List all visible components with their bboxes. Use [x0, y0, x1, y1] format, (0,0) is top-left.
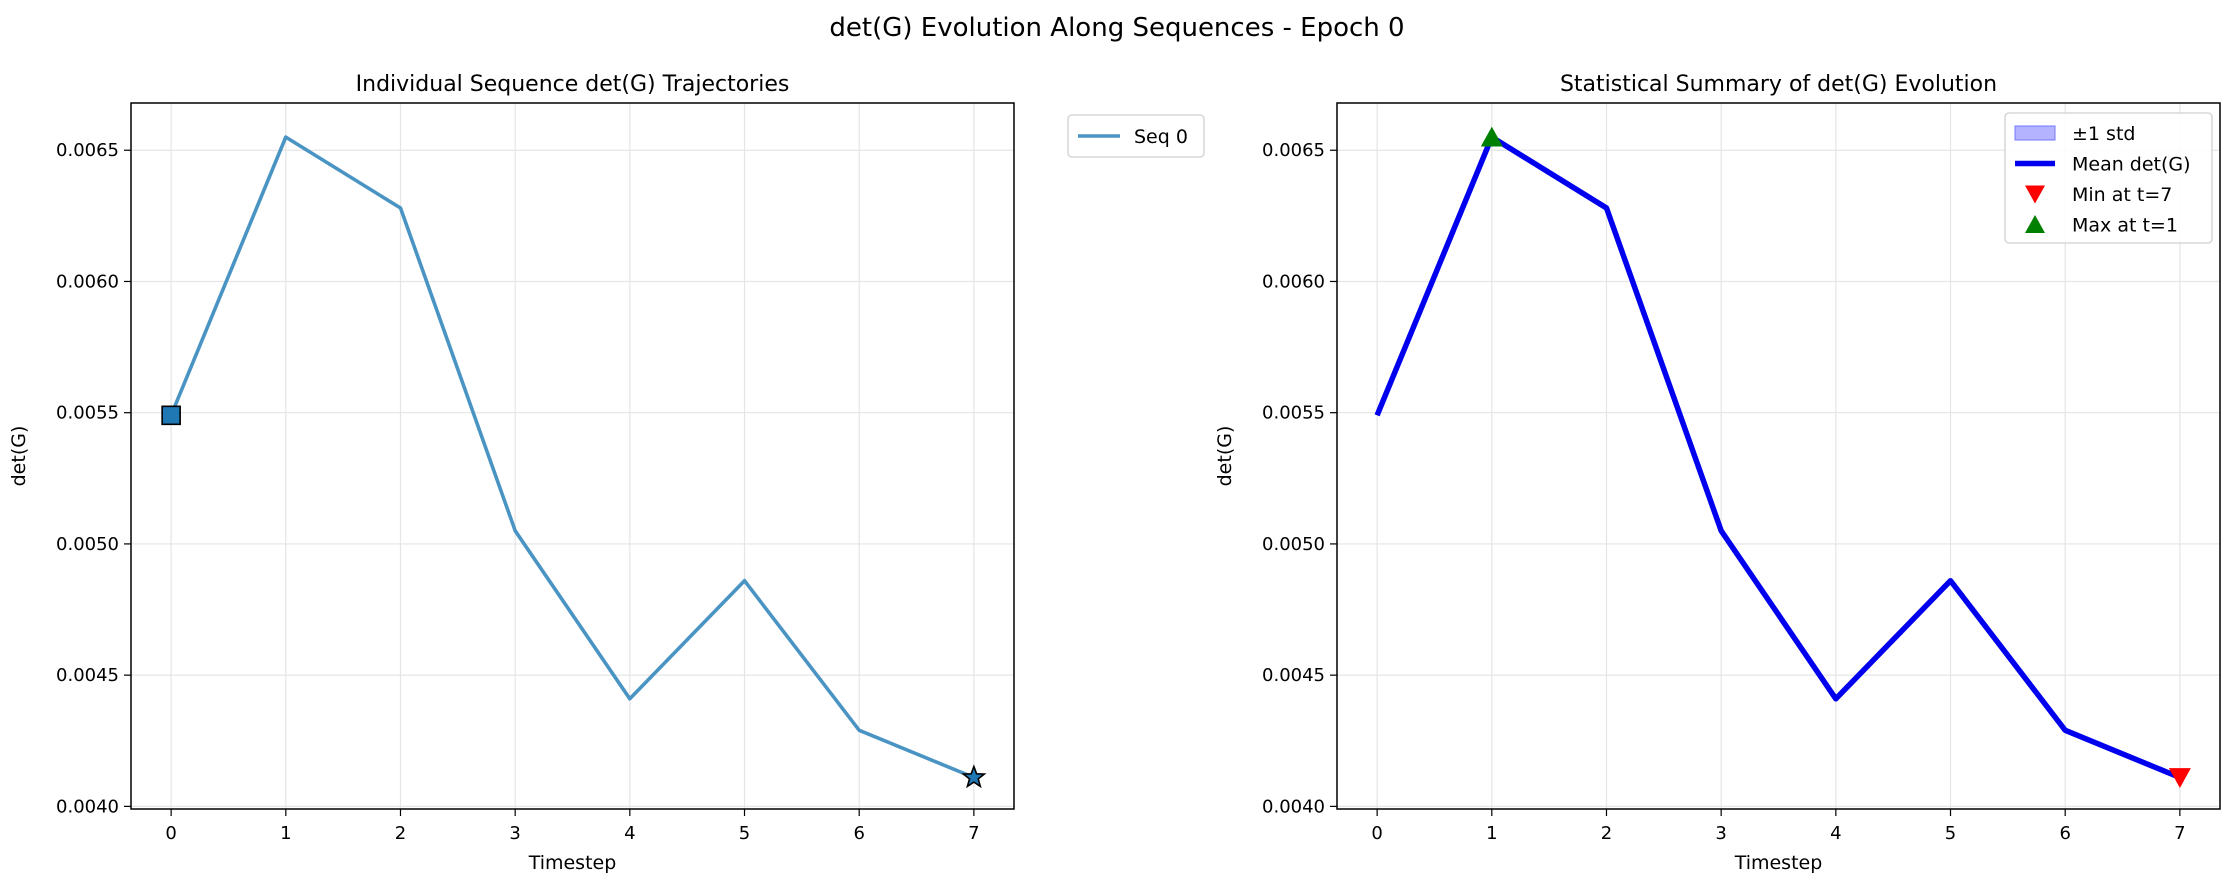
legend-frame	[2004, 112, 2213, 244]
x-tick-label: 0	[1371, 823, 1382, 844]
plot-area	[161, 135, 987, 789]
axes-frame	[130, 102, 1015, 810]
y-tick-label: 0.0060	[1262, 271, 1325, 292]
y-tick-label: 0.0065	[56, 140, 119, 161]
x-tick-label: 7	[968, 823, 979, 844]
series-line-mean	[1374, 134, 2181, 781]
y-ticks: 0.0040 0.0045 0.0050 0.0055 0.0060 0.0065	[1262, 140, 1337, 817]
y-tick-label: 0.0040	[56, 796, 119, 817]
legend-label: ±1 std	[2072, 123, 2135, 145]
y-tick-label: 0.0045	[56, 665, 119, 686]
x-tick-label: 4	[624, 823, 635, 844]
y-tick-label: 0.0040	[1262, 796, 1325, 817]
x-tick-label: 5	[739, 823, 750, 844]
series-line-seq-0	[169, 135, 975, 780]
x-tick-label: 3	[509, 823, 520, 844]
x-tick-label: 6	[853, 823, 864, 844]
legend-swatch-max	[2025, 215, 2045, 233]
legend: ±1 std Mean det(G) Min at t=7 Max at t=1	[2004, 112, 2213, 244]
max-marker	[1480, 126, 1503, 147]
y-ticks: 0.0040 0.0045 0.0050 0.0055 0.0060 0.0065	[56, 140, 131, 817]
y-tick-label: 0.0055	[56, 403, 119, 424]
y-tick-label: 0.0050	[1262, 534, 1325, 555]
y-tick-label: 0.0045	[1262, 665, 1325, 686]
legend-label-seq-0: Seq 0	[1134, 126, 1188, 148]
y-tick-label: 0.0060	[56, 271, 119, 292]
end-marker-star	[961, 764, 987, 789]
y-tick-label: 0.0050	[56, 534, 119, 555]
legend-label: Max at t=1	[2072, 215, 2178, 237]
plot-area	[1374, 126, 2191, 788]
legend: Seq 0	[1067, 114, 1205, 158]
x-tick-label: 0	[165, 823, 176, 844]
subplot-title: Statistical Summary of det(G) Evolution	[1560, 72, 1997, 97]
x-tick-label: 7	[2174, 823, 2185, 844]
subplot-title: Individual Sequence det(G) Trajectories	[356, 72, 790, 97]
min-marker	[2168, 768, 2191, 788]
x-tick-label: 5	[1945, 823, 1956, 844]
grid-lines	[131, 103, 1014, 809]
y-axis-label: det(G)	[1214, 426, 1236, 487]
x-tick-label: 1	[280, 823, 291, 844]
legend-label: Mean det(G)	[2072, 154, 2191, 176]
x-axis-label: Timestep	[1734, 852, 1823, 874]
start-marker-square	[161, 405, 181, 426]
axes-frame	[1336, 102, 2221, 810]
legend-frame	[1067, 114, 1205, 158]
x-tick-label: 3	[1715, 823, 1726, 844]
legend-swatch-std	[2014, 125, 2056, 141]
x-tick-label: 2	[1601, 823, 1612, 844]
figure-title: det(G) Evolution Along Sequences - Epoch…	[829, 13, 1404, 43]
y-tick-label: 0.0055	[1262, 403, 1325, 424]
x-axis-label: Timestep	[528, 852, 617, 874]
x-ticks: 0 1 2 3 4 5 6 7	[165, 809, 980, 844]
x-ticks: 0 1 2 3 4 5 6 7	[1371, 809, 2186, 844]
x-tick-label: 2	[395, 823, 406, 844]
x-tick-label: 6	[2059, 823, 2070, 844]
y-tick-label: 0.0065	[1262, 140, 1325, 161]
legend-label: Min at t=7	[2072, 184, 2172, 206]
x-tick-label: 1	[1486, 823, 1497, 844]
x-tick-label: 4	[1830, 823, 1841, 844]
y-axis-label: det(G)	[8, 426, 30, 487]
legend-swatch-min	[2025, 185, 2045, 204]
